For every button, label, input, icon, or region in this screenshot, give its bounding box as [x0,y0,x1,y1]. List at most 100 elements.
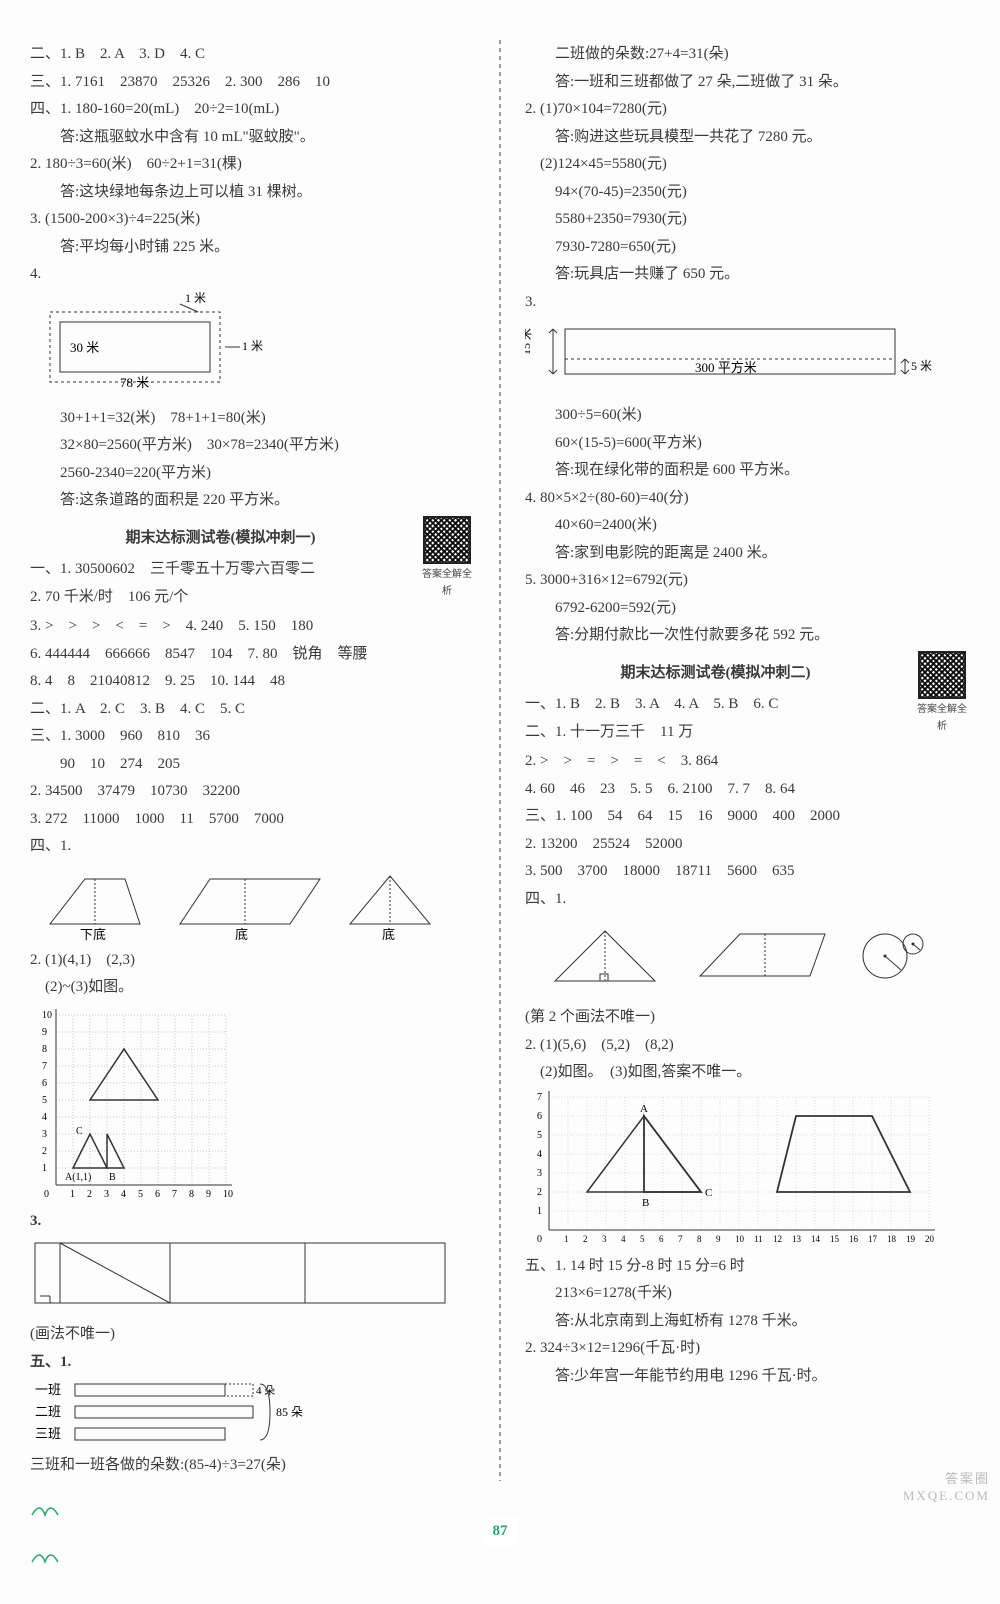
q3-label: 3. [30,1209,475,1235]
test2-header-row: 期末达标测试卷(模拟冲刺二) 一、1. B 2. B 3. A 4. A 5. … [525,651,970,748]
figure-three-shapes: 下底 底 底 [30,864,475,944]
svg-text:1: 1 [70,1189,75,1200]
figure-bar-diagram: 一班 4 朵 二班 三班 85 朵 [30,1379,475,1449]
svg-text:0: 0 [44,1189,49,1200]
svg-text:5: 5 [42,1095,47,1106]
svg-text:2: 2 [537,1187,542,1198]
figure-parallelograms [30,1238,475,1318]
figure-grid-triangles: 12345678910123456789100A(1,1)BC [30,1005,475,1205]
bar-l1: 一班 [35,1382,61,1397]
svg-text:0: 0 [537,1234,542,1245]
text-line: 四、1. [525,887,970,913]
figure-road-rect: 30 米 78 米 1 米 1 米 [30,292,475,402]
text-line: 一、1. 30500602 三千零五十万零六百零二 [30,557,411,583]
svg-text:6: 6 [155,1189,160,1200]
test1-header-row: 期末达标测试卷(模拟冲刺一) 一、1. 30500602 三千零五十万零六百零二… [30,516,475,613]
shapes-note: (第 2 个画法不唯一) [525,1005,970,1031]
svg-text:6: 6 [42,1078,47,1089]
text-line: 答:玩具店一共赚了 650 元。 [525,262,970,288]
svg-text:7: 7 [537,1092,542,1103]
text-line: 2. (1)(4,1) (2,3) [30,948,475,974]
text-line: 答:分期付款比一次性付款要多花 592 元。 [525,623,970,649]
text-line: 答:少年宫一年能节约用电 1296 千瓦·时。 [525,1364,970,1390]
watermark-top: 答案圈 [903,1471,990,1488]
bar-brace: 85 朵 [276,1405,303,1419]
figure-grid-2: 123456789101112131415161718192012345670A… [525,1090,970,1250]
text-line: 3. 272 11000 1000 11 5700 7000 [30,807,475,833]
text-line: 答:这瓶驱蚊水中含有 10 mL"驱蚊胺"。 [30,125,475,151]
text-line: 8. 4 8 21040812 9. 25 10. 144 48 [30,669,475,695]
svg-text:4: 4 [121,1189,126,1200]
text-line: 60×(15-5)=600(平方米) [525,431,970,457]
svg-text:9: 9 [206,1189,211,1200]
text-line: 答:平均每小时铺 225 米。 [30,235,475,261]
shape-label-3: 底 [382,927,395,942]
svg-text:6: 6 [659,1234,664,1244]
qr-label: 答案全解全析 [917,704,967,732]
svg-text:5: 5 [138,1189,143,1200]
text-line: 三班和一班各做的朵数:(85-4)÷3=27(朵) [30,1453,475,1479]
text-line: 答:从北京南到上海虹桥有 1278 千米。 [525,1309,970,1335]
page-number: 87 [483,1517,518,1547]
svg-text:10: 10 [42,1010,52,1021]
text-line: 答:一班和三班都做了 27 朵,二班做了 31 朵。 [525,70,970,96]
text-line: 三、1. 3000 960 810 36 [30,724,475,750]
qr-icon [918,651,966,699]
text-line: 三、1. 7161 23870 25326 2. 300 286 10 [30,70,475,96]
svg-text:3: 3 [537,1168,542,1179]
text-line: 四、1. 180-160=20(mL) 20÷2=10(mL) [30,97,475,123]
svg-text:2: 2 [583,1234,588,1244]
text-line: 3. > > > < = > 4. 240 5. 150 180 [30,614,475,640]
text-line: 6792-6200=592(元) [525,596,970,622]
bar-small: 4 朵 [256,1384,275,1397]
label-5m: 5 米 [911,359,932,373]
text-line: (2)~(3)如图。 [30,975,475,1001]
text-line: 5. 3000+316×12=6792(元) [525,568,970,594]
test2-title: 期末达标测试卷(模拟冲刺二) [525,661,906,687]
q5-label: 五、1. [30,1350,475,1376]
text-line: 五、1. 14 时 15 分-8 时 15 分=6 时 [525,1254,970,1280]
svg-text:A(1,1): A(1,1) [65,1172,91,1183]
text-line: 6. 444444 666666 8547 104 7. 80 锐角 等腰 [30,642,475,668]
text-line: 三、1. 100 54 64 15 16 9000 400 2000 [525,804,970,830]
figure-three-shapes-2 [525,916,970,1001]
svg-text:16: 16 [849,1234,859,1244]
text-line: 答:家到电影院的距离是 2400 米。 [525,541,970,567]
shape-label-2: 底 [235,927,248,942]
text-line: (2)124×45=5580(元) [525,152,970,178]
text-line: 90 10 274 205 [30,752,475,778]
svg-text:5: 5 [537,1130,542,1141]
text-line: 4. 80×5×2÷(80-60)=40(分) [525,486,970,512]
svg-text:C: C [76,1126,83,1137]
svg-text:17: 17 [868,1234,878,1244]
svg-text:3: 3 [42,1129,47,1140]
text-line: 四、1. [30,834,475,860]
text-line: 2560-2340=220(平方米) [30,461,475,487]
text-line: 2. 34500 37479 10730 32200 [30,779,475,805]
text-line: 2. 180÷3=60(米) 60÷2+1=31(棵) [30,152,475,178]
svg-text:4: 4 [42,1112,47,1123]
svg-text:3: 3 [602,1234,607,1244]
bar-l3: 三班 [35,1426,61,1441]
text-line: 二、1. B 2. A 3. D 4. C [30,42,475,68]
svg-text:4: 4 [537,1149,542,1160]
text-line: 94×(70-45)=2350(元) [525,180,970,206]
text-line: 32×80=2560(平方米) 30×78=2340(平方米) [30,433,475,459]
label-15m: 15 米 [525,328,533,355]
svg-text:7: 7 [42,1061,47,1072]
svg-text:7: 7 [678,1234,683,1244]
qr-code-2: 答案全解全析 [914,651,970,735]
text-line: 2. > > = > = < 3. 864 [525,749,970,775]
text-line: 答:购进这些玩具模型一共花了 7280 元。 [525,125,970,151]
text-line: 213×6=1278(千米) [525,1281,970,1307]
svg-text:B: B [109,1172,116,1183]
svg-text:7: 7 [172,1189,177,1200]
page-columns: 二、1. B 2. A 3. D 4. C 三、1. 7161 23870 25… [30,40,970,1481]
text-line: 二、1. A 2. C 3. B 4. C 5. C [30,697,475,723]
svg-text:10: 10 [735,1234,745,1244]
svg-text:11: 11 [754,1234,763,1244]
text-line: 二、1. 十一万三千 11 万 [525,720,906,746]
text-line: 答:这块绿地每条边上可以植 31 棵树。 [30,180,475,206]
svg-text:8: 8 [42,1044,47,1055]
text-line: 2. 324÷3×12=1296(千瓦·时) [525,1336,970,1362]
